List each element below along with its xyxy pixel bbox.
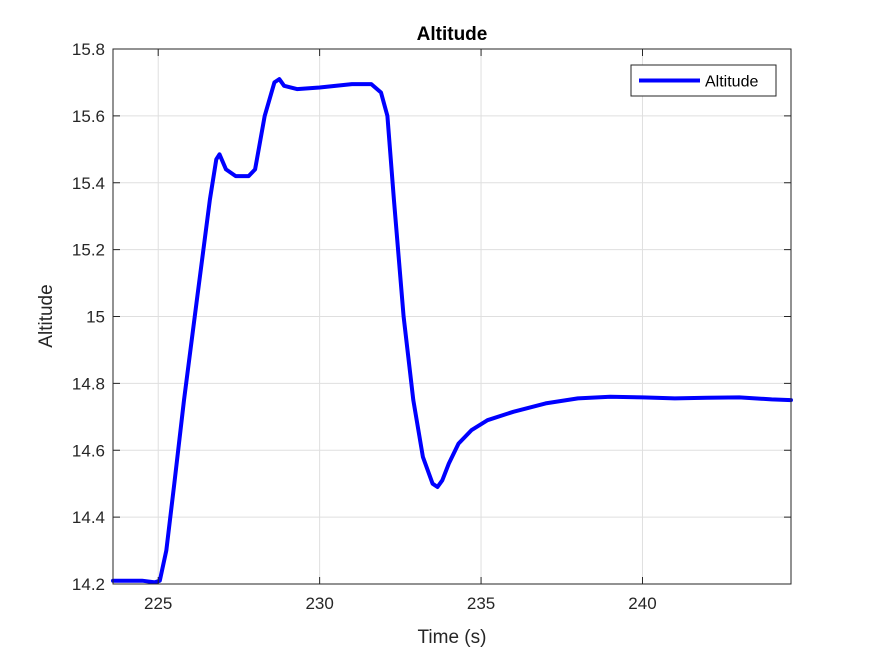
y-tick-label: 15.8: [72, 40, 105, 59]
x-tick-label: 225: [144, 594, 172, 613]
x-tick-label: 230: [305, 594, 333, 613]
chart-title: Altitude: [417, 24, 488, 45]
grid: [113, 49, 791, 584]
y-tick-label: 14.8: [72, 374, 105, 393]
legend-box: [630, 64, 777, 97]
legend-label: Altitude: [705, 74, 758, 91]
x-axis-label: Time (s): [418, 627, 487, 648]
legend: Altitude: [630, 64, 777, 97]
y-tick-label: 15: [86, 308, 105, 327]
y-tick-label: 15.4: [72, 174, 105, 193]
x-tick-label: 235: [467, 594, 495, 613]
y-tick-label: 15.2: [72, 241, 105, 260]
altitude-series-line: [111, 77, 793, 585]
x-tick-label: 240: [628, 594, 656, 613]
y-tick-label: 14.6: [72, 441, 105, 460]
y-tick-label: 15.6: [72, 107, 105, 126]
y-tick-label: 14.2: [72, 575, 105, 594]
tick-layer: 225 230 235 240 14.2 14.4 14.6 14.8 15 15.2 15.4 15…: [72, 40, 791, 613]
y-tick-label: 14.4: [72, 508, 105, 527]
series-layer: [111, 77, 793, 585]
y-axis-label: Altitude: [36, 284, 57, 347]
